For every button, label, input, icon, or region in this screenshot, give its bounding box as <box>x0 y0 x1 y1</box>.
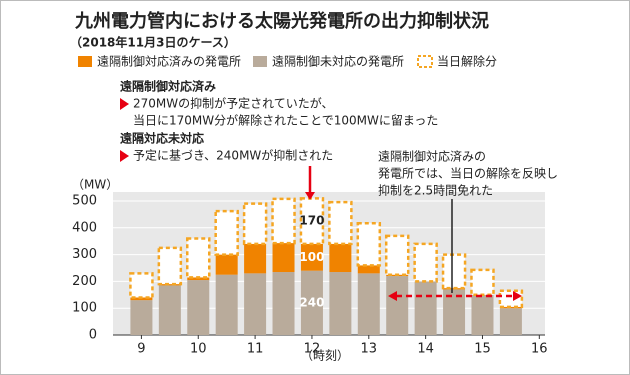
annotation: 270MWの抑制が予定されていたが、 <box>133 96 334 111</box>
legend-swatch <box>78 56 92 67</box>
bar-segment <box>443 289 466 335</box>
legend-label: 遠隔制御対応済みの発電所 <box>97 54 241 69</box>
y-tick-label: 500 <box>72 194 97 209</box>
y-tick-label: 300 <box>72 247 97 262</box>
bar-segment <box>215 254 238 275</box>
bar-segment <box>441 253 467 290</box>
note: 遠隔制御対応済みの <box>378 149 486 164</box>
x-tick-label: 13 <box>361 342 378 357</box>
y-axis-label: （MW） <box>72 178 118 192</box>
marker <box>120 98 129 110</box>
legend-swatch <box>417 55 433 68</box>
bar-segment <box>470 268 495 297</box>
annotation: 当日に170MW分が解除されたことで100MWに留まった <box>133 113 438 128</box>
y-tick-label: 100 <box>72 301 97 316</box>
chart-title: 九州電力管内における太陽光発電所の出力抑制状況 <box>74 10 489 32</box>
x-tick-label: 11 <box>247 342 264 357</box>
x-tick-label: 15 <box>474 342 491 357</box>
annotation: 予定に基づき、240MWが抑制された <box>133 148 333 163</box>
bar-segment <box>157 246 183 286</box>
legend-label: 当日解除分 <box>437 54 497 69</box>
arrowhead <box>513 291 522 301</box>
bar-segment <box>413 242 438 283</box>
note: 発電所では、当日の解除を反映し <box>378 166 558 181</box>
bar-segment <box>271 197 296 245</box>
annotation-heading: 遠隔対応未対応 <box>120 131 204 146</box>
bar-segment <box>187 280 210 335</box>
value-label: 170 <box>299 214 324 228</box>
x-tick-label: 16 <box>531 342 548 357</box>
y-tick-label: 0 <box>89 328 97 343</box>
bar-segment <box>300 243 323 271</box>
legend-swatch <box>253 56 267 67</box>
bar-segment <box>187 277 210 281</box>
bar-segment <box>215 274 238 335</box>
bar-segment <box>214 209 239 256</box>
arrowhead <box>388 291 397 301</box>
x-tick-label: 9 <box>137 342 145 357</box>
x-tick-label: 12 <box>304 342 321 357</box>
bar-segment <box>158 285 181 335</box>
bar-segment <box>328 200 353 246</box>
bar-segment <box>130 297 153 301</box>
x-tick-label: 10 <box>190 342 207 357</box>
bar-segment <box>130 300 153 335</box>
bar-segment <box>129 272 154 299</box>
x-tick-label: 14 <box>417 342 434 357</box>
bar-segment <box>158 284 181 286</box>
legend-label: 遠隔制御未対応の発電所 <box>272 54 404 69</box>
x-axis-label: （時刻） <box>301 349 349 363</box>
bar-segment <box>244 243 267 274</box>
value-label: 100 <box>299 250 324 264</box>
arrowhead <box>305 192 315 200</box>
bar-segment <box>299 197 325 246</box>
bar-segment <box>357 273 380 335</box>
annotation-heading: 遠隔制御対応済み <box>120 79 216 94</box>
bar-segment <box>386 276 409 335</box>
bar-segment <box>242 202 268 246</box>
bar-segment <box>244 273 267 335</box>
bar-segment <box>272 243 295 273</box>
y-tick-label: 200 <box>72 274 97 289</box>
bar-segment <box>499 308 522 335</box>
chart-subtitle: （2018年11月3日のケース） <box>70 35 236 50</box>
bar-segment <box>357 265 380 274</box>
value-label: 240 <box>299 295 324 309</box>
note: 抑制を2.5時間免れた <box>378 183 493 198</box>
bar-segment <box>498 289 524 309</box>
bar-segment <box>186 237 211 279</box>
bar-segment <box>329 243 352 273</box>
bar-segment <box>300 270 323 335</box>
bar-segment <box>329 272 352 335</box>
bar-segment <box>356 221 382 267</box>
bar-segment <box>272 272 295 335</box>
bar-segment <box>414 281 437 335</box>
bar-segment <box>471 294 494 335</box>
bar-segment <box>384 234 410 276</box>
y-tick-label: 400 <box>72 220 97 235</box>
marker <box>120 150 129 162</box>
